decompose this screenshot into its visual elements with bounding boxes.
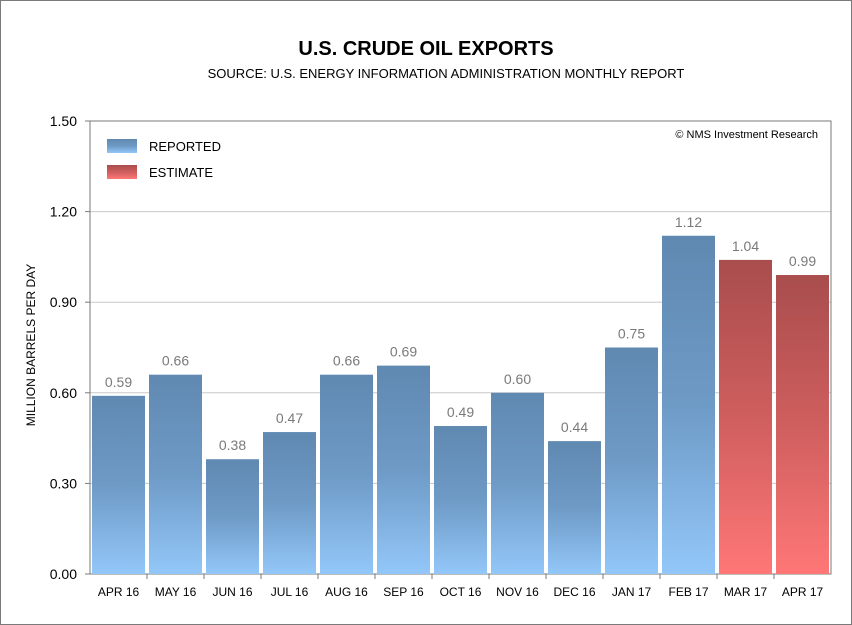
bar-aug-16 xyxy=(320,374,373,574)
y-tick-label: 0.60 xyxy=(50,385,77,401)
bar-feb-17 xyxy=(662,235,715,574)
y-tick-label: 1.50 xyxy=(50,113,77,129)
x-tick-label: JAN 17 xyxy=(612,585,652,599)
bar-dec-16 xyxy=(548,441,601,574)
data-labels: 0.59 0.66 0.38 0.47 0.66 0.69 0.49 0.60 0.44 0.75… xyxy=(105,214,816,453)
bar-sep-16 xyxy=(377,365,430,574)
x-axis-ticks: APR 16 MAY 16 JUN 16 JUL 16 AUG 16 SEP 16 OCT … xyxy=(98,574,824,599)
data-label: 0.47 xyxy=(276,410,303,426)
x-tick-label: JUN 16 xyxy=(212,585,252,599)
legend-label-estimate: ESTIMATE xyxy=(149,165,213,180)
copyright-credit: © NMS Investment Research xyxy=(675,129,818,141)
y-tick-label: 0.00 xyxy=(50,566,77,582)
y-axis-label: MILLION BARRELS PER DAY xyxy=(24,264,38,427)
x-tick-label: DEC 16 xyxy=(553,585,595,599)
data-label: 0.66 xyxy=(333,353,360,369)
x-tick-label: OCT 16 xyxy=(440,585,482,599)
y-axis-ticks: 0.00 0.30 0.60 0.90 1.20 1.50 xyxy=(50,113,90,582)
data-label: 1.04 xyxy=(732,238,759,254)
bar-oct-16 xyxy=(434,426,487,574)
y-tick-label: 1.20 xyxy=(50,204,77,220)
bars xyxy=(92,235,829,574)
x-tick-label: APR 17 xyxy=(782,585,824,599)
bar-nov-16 xyxy=(491,392,544,574)
x-tick-label: SEP 16 xyxy=(383,585,424,599)
legend: REPORTED ESTIMATE xyxy=(107,139,221,180)
x-tick-label: MAR 17 xyxy=(724,585,768,599)
data-label: 0.59 xyxy=(105,374,132,390)
bar-mar-17 xyxy=(719,259,772,574)
x-tick-label: APR 16 xyxy=(98,585,140,599)
data-label: 0.60 xyxy=(504,371,531,387)
data-label: 0.75 xyxy=(618,326,645,342)
data-label: 0.99 xyxy=(789,253,816,269)
chart-subtitle: SOURCE: U.S. ENERGY INFORMATION ADMINIST… xyxy=(207,66,685,81)
legend-swatch-reported xyxy=(107,139,137,153)
legend-swatch-estimate xyxy=(107,165,137,179)
data-label: 0.44 xyxy=(561,419,588,435)
bar-may-16 xyxy=(149,374,202,574)
y-tick-label: 0.30 xyxy=(50,475,77,491)
x-tick-label: NOV 16 xyxy=(496,585,539,599)
data-label: 0.38 xyxy=(219,437,246,453)
x-tick-label: JUL 16 xyxy=(271,585,309,599)
x-tick-label: MAY 16 xyxy=(155,585,197,599)
bar-apr-17 xyxy=(776,275,829,574)
bar-apr-16 xyxy=(92,395,145,574)
y-tick-label: 0.90 xyxy=(50,294,77,310)
data-label: 0.66 xyxy=(162,353,189,369)
bar-jul-16 xyxy=(263,432,316,574)
x-tick-label: FEB 17 xyxy=(668,585,708,599)
chart-title: U.S. CRUDE OIL EXPORTS xyxy=(298,38,554,60)
bar-jun-16 xyxy=(206,459,259,574)
bar-jan-17 xyxy=(605,347,658,574)
legend-label-reported: REPORTED xyxy=(149,139,221,154)
data-label: 1.12 xyxy=(675,214,702,230)
data-label: 0.69 xyxy=(390,344,417,360)
x-tick-label: AUG 16 xyxy=(325,585,368,599)
data-label: 0.49 xyxy=(447,404,474,420)
